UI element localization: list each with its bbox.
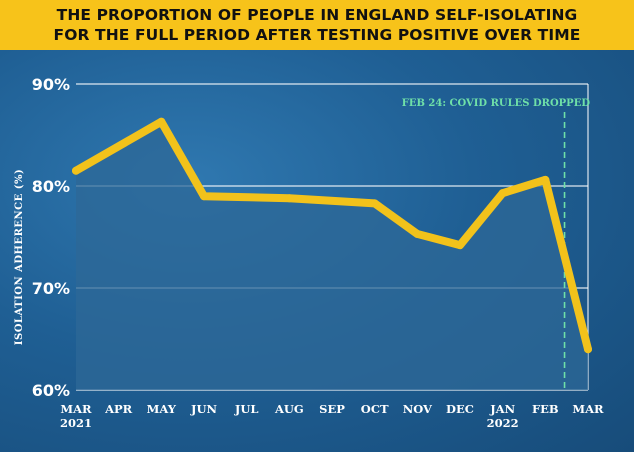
title-line-1: THE PROPORTION OF PEOPLE IN ENGLAND SELF… [56, 6, 578, 24]
data-point [370, 199, 379, 208]
x-tick-label: OCT [361, 402, 389, 416]
y-axis: 90% 80% 70% 60% [32, 75, 70, 400]
x-tick-label: SEP [319, 402, 345, 416]
data-point [456, 241, 464, 250]
data-point [541, 175, 550, 184]
data-point [285, 194, 294, 203]
point-layer [72, 117, 592, 354]
annotation-label: FEB 24: COVID RULES DROPPED [402, 98, 591, 109]
x-tick-label: JAN [489, 402, 515, 416]
data-point [584, 345, 592, 354]
x-tick-label: NOV [403, 402, 433, 416]
x-tick-label: JUL [234, 402, 259, 416]
data-point [157, 117, 166, 126]
x-tick-label: FEB [532, 402, 559, 416]
data-point [498, 189, 507, 198]
y-tick-label: 60% [32, 381, 70, 400]
data-point [200, 192, 208, 201]
x-tick-label: APR [104, 402, 133, 416]
y-axis-label: ISOLATION ADHERENCE (%) [14, 169, 25, 345]
data-point [413, 229, 422, 238]
x-tick-label: JUN [190, 402, 217, 416]
y-tick-label: 80% [32, 177, 70, 196]
data-point [72, 166, 80, 175]
x-tick-label: DEC [446, 402, 474, 416]
y-tick-label: 70% [32, 279, 70, 298]
x-tick-year: 2021 [60, 416, 92, 430]
x-tick-year: 2022 [487, 416, 519, 430]
title-banner: THE PROPORTION OF PEOPLE IN ENGLAND SELF… [0, 0, 634, 50]
x-tick-label: MAR [572, 402, 604, 416]
x-tick-label: MAY [147, 402, 177, 416]
x-tick-label: AUG [274, 402, 304, 416]
x-tick-label: MAR [60, 402, 92, 416]
series-line [72, 117, 592, 354]
title-line-2: FOR THE FULL PERIOD AFTER TESTING POSITI… [53, 26, 581, 44]
area-fill [76, 121, 588, 391]
y-tick-label: 90% [32, 75, 70, 94]
